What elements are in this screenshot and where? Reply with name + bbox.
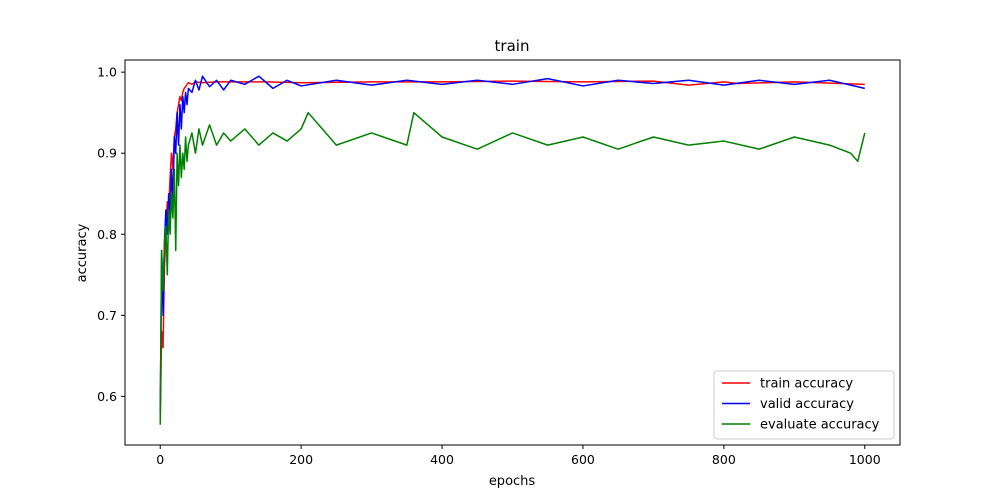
legend-label: evaluate accuracy — [760, 418, 880, 433]
y-tick-label: 0.6 — [97, 389, 117, 404]
legend: train accuracy valid accuracy evaluate acc… — [713, 370, 895, 440]
series-line-train-accuracy — [159, 80, 865, 421]
chart-title: train — [495, 37, 530, 55]
legend-label: valid accuracy — [760, 397, 854, 412]
legend-label: train accuracy — [760, 377, 853, 392]
legend-box — [713, 370, 895, 440]
y-axis-label: accuracy — [75, 223, 90, 282]
x-tick-label: 800 — [712, 452, 736, 467]
axes-layer: 0 200 400 600 800 1000 0.6 0.7 0.8 0.9 1.0 — [97, 59, 901, 467]
x-tick-label: 600 — [571, 452, 595, 467]
x-tick-label: 200 — [289, 452, 313, 467]
x-tick-label: 0 — [156, 452, 164, 467]
series-layer — [159, 75, 866, 425]
x-tick-label: 400 — [430, 452, 454, 467]
y-tick-label: 0.9 — [97, 146, 117, 161]
y-tick-label: 1.0 — [97, 65, 117, 80]
series-line-valid-accuracy — [159, 75, 865, 413]
y-tick-label: 0.7 — [97, 308, 117, 323]
series-line-evaluate-accuracy — [159, 111, 866, 425]
y-tick-label: 0.8 — [97, 227, 117, 242]
plot-frame — [124, 59, 901, 446]
x-tick-label: 1000 — [849, 452, 881, 467]
x-axis-label: epochs — [489, 474, 536, 489]
